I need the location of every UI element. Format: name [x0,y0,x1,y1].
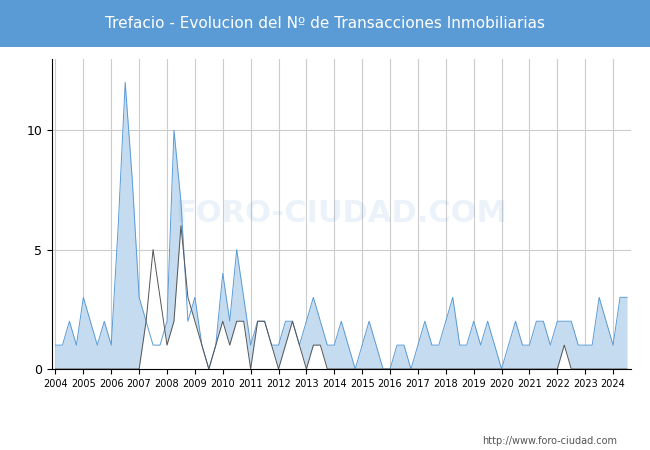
Text: FORO-CIUDAD.COM: FORO-CIUDAD.COM [176,199,507,228]
Text: Trefacio - Evolucion del Nº de Transacciones Inmobiliarias: Trefacio - Evolucion del Nº de Transacci… [105,16,545,31]
Text: http://www.foro-ciudad.com: http://www.foro-ciudad.com [482,436,618,446]
